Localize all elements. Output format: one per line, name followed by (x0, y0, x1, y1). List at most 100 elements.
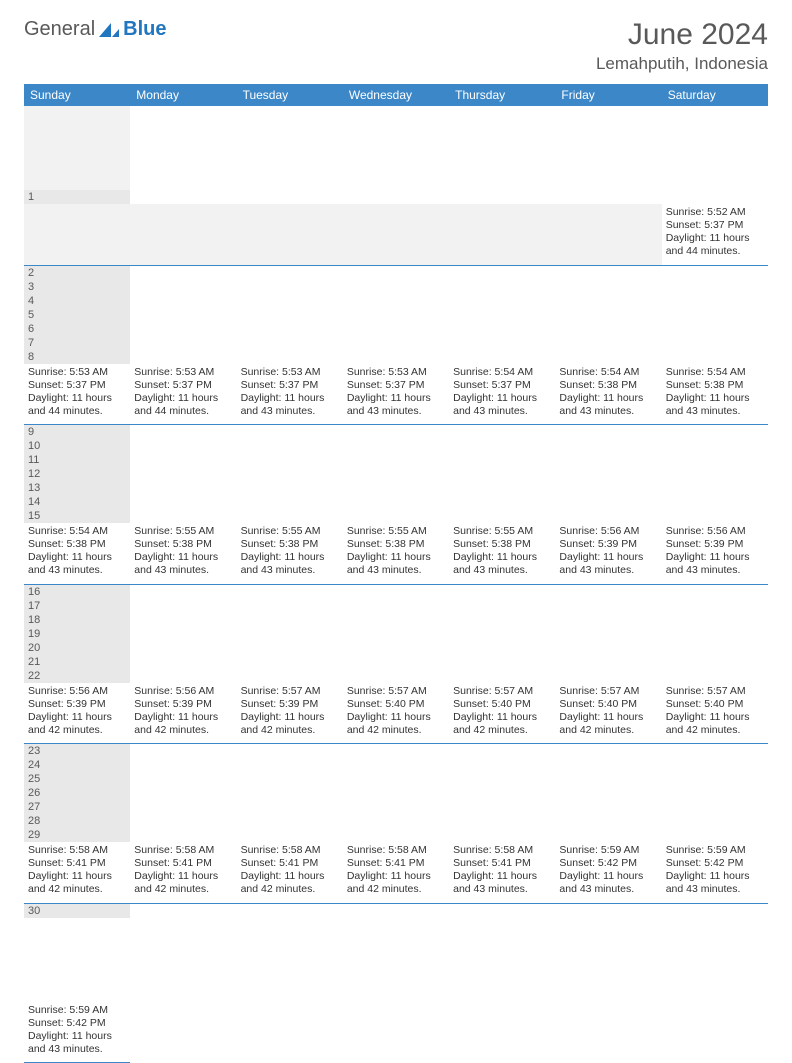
sunrise-text: Sunrise: 5:58 AM (28, 844, 126, 857)
sunrise-text: Sunrise: 5:59 AM (666, 844, 764, 857)
title-block: June 2024 Lemahputih, Indonesia (596, 18, 768, 74)
calendar-body: 1 Sunrise: 5:52 AMSunset: 5:37 PMDayligh… (24, 106, 768, 1063)
sunset-text: Sunset: 5:38 PM (666, 379, 764, 392)
logo-word2: Blue (123, 18, 166, 41)
day-cell: Sunrise: 5:59 AMSunset: 5:42 PMDaylight:… (24, 1002, 130, 1063)
sunrise-text: Sunrise: 5:54 AM (28, 525, 126, 538)
sunrise-text: Sunrise: 5:57 AM (666, 685, 764, 698)
day-number: 13 (24, 481, 130, 495)
daylight-text: Daylight: 11 hours and 42 minutes. (666, 711, 764, 737)
day-cell: Sunrise: 5:59 AMSunset: 5:42 PMDaylight:… (662, 842, 768, 903)
day-number: 11 (24, 453, 130, 467)
sunrise-text: Sunrise: 5:55 AM (453, 525, 551, 538)
sunset-text: Sunset: 5:38 PM (241, 538, 339, 551)
day-number: 3 (24, 280, 130, 294)
day-cell: Sunrise: 5:57 AMSunset: 5:40 PMDaylight:… (343, 683, 449, 744)
dayhead-wednesday: Wednesday (343, 84, 449, 106)
day-number: 8 (24, 350, 130, 364)
day-number: 24 (24, 758, 130, 772)
day-number: 9 (24, 425, 130, 439)
day-number: 22 (24, 669, 130, 683)
day-cell: Sunrise: 5:54 AMSunset: 5:38 PMDaylight:… (555, 364, 661, 425)
sunset-text: Sunset: 5:37 PM (453, 379, 551, 392)
day-number-empty (24, 162, 130, 176)
daylight-text: Daylight: 11 hours and 42 minutes. (347, 870, 445, 896)
day-cell: Sunrise: 5:56 AMSunset: 5:39 PMDaylight:… (24, 683, 130, 744)
logo-sail-icon (97, 21, 121, 39)
day-cell-empty (343, 204, 449, 265)
daylight-text: Daylight: 11 hours and 42 minutes. (241, 870, 339, 896)
page-header: General Blue June 2024 Lemahputih, Indon… (24, 18, 768, 74)
day-cell: Sunrise: 5:58 AMSunset: 5:41 PMDaylight:… (449, 842, 555, 903)
sunrise-text: Sunrise: 5:57 AM (347, 685, 445, 698)
day-number-empty (24, 134, 130, 148)
day-number: 28 (24, 814, 130, 828)
day-cell: Sunrise: 5:59 AMSunset: 5:42 PMDaylight:… (555, 842, 661, 903)
day-number: 2 (24, 266, 130, 280)
day-cell: Sunrise: 5:53 AMSunset: 5:37 PMDaylight:… (24, 364, 130, 425)
daylight-text: Daylight: 11 hours and 42 minutes. (241, 711, 339, 737)
daynum-row: 30 (24, 903, 768, 1002)
location-label: Lemahputih, Indonesia (596, 54, 768, 74)
day-cell: Sunrise: 5:54 AMSunset: 5:37 PMDaylight:… (449, 364, 555, 425)
daylight-text: Daylight: 11 hours and 42 minutes. (453, 711, 551, 737)
day-cell: Sunrise: 5:57 AMSunset: 5:40 PMDaylight:… (555, 683, 661, 744)
sunset-text: Sunset: 5:37 PM (134, 379, 232, 392)
day-cell-empty (130, 1002, 236, 1063)
sunrise-text: Sunrise: 5:54 AM (559, 366, 657, 379)
daylight-text: Daylight: 11 hours and 43 minutes. (28, 1030, 126, 1056)
daylight-text: Daylight: 11 hours and 42 minutes. (28, 870, 126, 896)
day-cell-empty (555, 1002, 661, 1063)
dayhead-sunday: Sunday (24, 84, 130, 106)
sunset-text: Sunset: 5:39 PM (241, 698, 339, 711)
daylight-text: Daylight: 11 hours and 43 minutes. (241, 392, 339, 418)
day-cell: Sunrise: 5:57 AMSunset: 5:39 PMDaylight:… (237, 683, 343, 744)
day-cell: Sunrise: 5:58 AMSunset: 5:41 PMDaylight:… (24, 842, 130, 903)
daylight-text: Daylight: 11 hours and 43 minutes. (559, 551, 657, 577)
day-number-empty (24, 988, 130, 1002)
daylight-text: Daylight: 11 hours and 43 minutes. (666, 551, 764, 577)
sunset-text: Sunset: 5:39 PM (134, 698, 232, 711)
day-cell-empty (24, 204, 130, 265)
daylight-text: Daylight: 11 hours and 43 minutes. (347, 551, 445, 577)
day-number-empty (24, 176, 130, 190)
day-cell-empty (237, 1002, 343, 1063)
sunset-text: Sunset: 5:39 PM (28, 698, 126, 711)
day-cell: Sunrise: 5:54 AMSunset: 5:38 PMDaylight:… (24, 523, 130, 584)
daylight-text: Daylight: 11 hours and 44 minutes. (134, 392, 232, 418)
sunrise-text: Sunrise: 5:58 AM (241, 844, 339, 857)
sunset-text: Sunset: 5:38 PM (347, 538, 445, 551)
day-number-empty (24, 932, 130, 946)
day-number: 14 (24, 495, 130, 509)
daylight-text: Daylight: 11 hours and 43 minutes. (559, 392, 657, 418)
day-cell: Sunrise: 5:53 AMSunset: 5:37 PMDaylight:… (343, 364, 449, 425)
day-cell: Sunrise: 5:57 AMSunset: 5:40 PMDaylight:… (662, 683, 768, 744)
daylight-text: Daylight: 11 hours and 43 minutes. (453, 392, 551, 418)
sunset-text: Sunset: 5:37 PM (28, 379, 126, 392)
day-number: 5 (24, 308, 130, 322)
day-number: 4 (24, 294, 130, 308)
day-number-empty (24, 960, 130, 974)
day-cell: Sunrise: 5:58 AMSunset: 5:41 PMDaylight:… (343, 842, 449, 903)
sunrise-text: Sunrise: 5:55 AM (347, 525, 445, 538)
day-cell: Sunrise: 5:53 AMSunset: 5:37 PMDaylight:… (130, 364, 236, 425)
dayhead-monday: Monday (130, 84, 236, 106)
sunrise-text: Sunrise: 5:56 AM (559, 525, 657, 538)
day-cell: Sunrise: 5:55 AMSunset: 5:38 PMDaylight:… (130, 523, 236, 584)
sunrise-text: Sunrise: 5:53 AM (347, 366, 445, 379)
sunset-text: Sunset: 5:42 PM (28, 1017, 126, 1030)
sunset-text: Sunset: 5:40 PM (666, 698, 764, 711)
sunrise-text: Sunrise: 5:57 AM (559, 685, 657, 698)
day-number-empty (24, 148, 130, 162)
sunrise-text: Sunrise: 5:59 AM (559, 844, 657, 857)
sunset-text: Sunset: 5:38 PM (453, 538, 551, 551)
sunrise-text: Sunrise: 5:54 AM (666, 366, 764, 379)
day-number: 12 (24, 467, 130, 481)
sunset-text: Sunset: 5:41 PM (347, 857, 445, 870)
sunset-text: Sunset: 5:38 PM (559, 379, 657, 392)
sunset-text: Sunset: 5:37 PM (666, 219, 764, 232)
day-number: 7 (24, 336, 130, 350)
day-content-row: Sunrise: 5:58 AMSunset: 5:41 PMDaylight:… (24, 842, 768, 903)
day-cell: Sunrise: 5:57 AMSunset: 5:40 PMDaylight:… (449, 683, 555, 744)
sunrise-text: Sunrise: 5:58 AM (347, 844, 445, 857)
